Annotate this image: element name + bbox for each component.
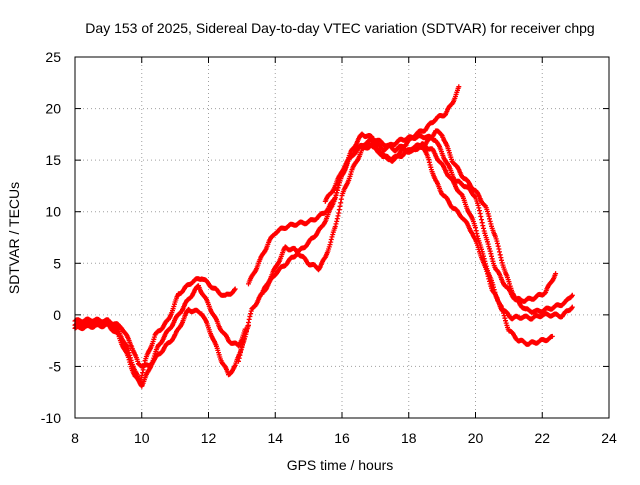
x-tick-label: 18 (401, 430, 417, 446)
y-tick-label: -5 (49, 358, 62, 374)
chart-title: Day 153 of 2025, Sidereal Day-to-day VTE… (85, 20, 594, 36)
y-tick-label: 5 (53, 255, 61, 271)
x-tick-label: 16 (334, 430, 350, 446)
series-track-7 (322, 140, 575, 322)
y-axis-label: SDTVAR / TECUs (6, 182, 22, 294)
series-track-5 (246, 131, 559, 304)
x-tick-label: 14 (267, 430, 283, 446)
y-tick-label: 20 (45, 101, 61, 117)
x-tick-label: 24 (601, 430, 617, 446)
x-axis-label: GPS time / hours (287, 457, 394, 473)
x-tick-label: 8 (71, 430, 79, 446)
x-tick-label: 12 (201, 430, 217, 446)
x-tick-label: 10 (134, 430, 150, 446)
axis-ticks (74, 56, 610, 419)
y-tick-label: 25 (45, 49, 61, 65)
data-point-markers (412, 128, 575, 315)
x-tick-label: 22 (534, 430, 550, 446)
y-tick-label: 0 (53, 307, 61, 323)
data-point-markers (246, 131, 559, 304)
axis-tick-labels: 8 10 12 14 16 18 20 22 24 -10 -5 0 5 10 15 20 25 (41, 49, 617, 446)
y-tick-label: 15 (45, 152, 61, 168)
data-point-markers (322, 140, 575, 322)
y-tick-label: 10 (45, 204, 61, 220)
series-track-8 (412, 128, 575, 315)
x-tick-label: 20 (468, 430, 484, 446)
y-tick-label: -10 (41, 410, 61, 426)
